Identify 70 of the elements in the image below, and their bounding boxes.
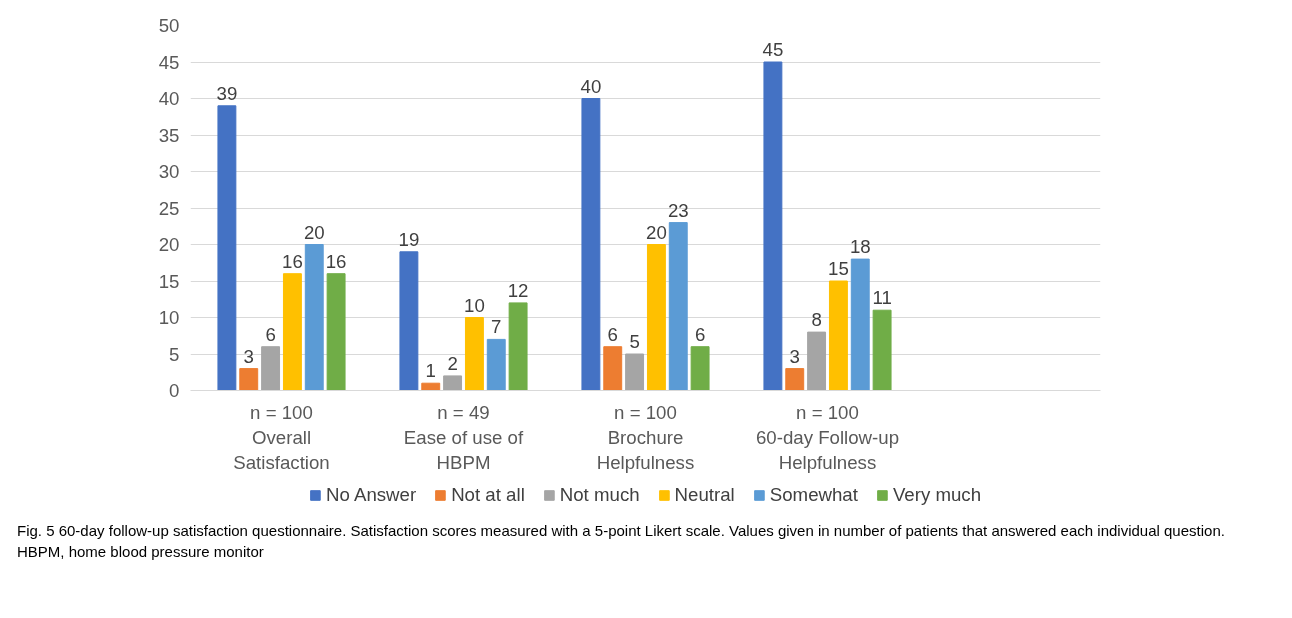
y-tick-label: 0 bbox=[169, 380, 180, 401]
legend-label: No Answer bbox=[325, 484, 417, 506]
data-label: 16 bbox=[325, 250, 347, 272]
x-tick-label: n = 100 Overall Satisfaction bbox=[233, 401, 330, 473]
data-label: 5 bbox=[629, 331, 640, 352]
data-label: 7 bbox=[491, 316, 502, 338]
bar bbox=[261, 346, 281, 391]
x-tick-label: n = 100 Brochure Helpfulness bbox=[596, 401, 695, 473]
legend-label: Somewhat bbox=[769, 484, 858, 506]
bar bbox=[443, 375, 463, 391]
data-label: 1 bbox=[425, 360, 436, 382]
y-tick-label: 30 bbox=[158, 161, 180, 182]
data-label: 2 bbox=[447, 352, 458, 374]
bar bbox=[217, 105, 237, 391]
y-tick-label: 25 bbox=[158, 197, 180, 219]
y-tick-label: 15 bbox=[158, 270, 180, 292]
bar bbox=[690, 346, 710, 391]
y-tick-label: 5 bbox=[169, 343, 180, 365]
data-label: 15 bbox=[828, 258, 849, 279]
bar bbox=[399, 251, 419, 391]
y-tick-label: 45 bbox=[158, 51, 180, 73]
data-label: 8 bbox=[811, 309, 822, 331]
bar bbox=[508, 302, 528, 391]
y-tick-label: 40 bbox=[158, 88, 180, 109]
x-tick-label: n = 49 Ease of use of HBPM bbox=[403, 401, 524, 473]
data-label: 39 bbox=[216, 82, 238, 104]
bar bbox=[785, 368, 805, 391]
bar bbox=[304, 244, 324, 391]
legend-label: Not much bbox=[559, 484, 640, 506]
bar bbox=[464, 317, 484, 391]
data-label: 3 bbox=[789, 345, 800, 367]
bar bbox=[581, 98, 601, 391]
data-label: 10 bbox=[464, 294, 485, 316]
data-label: 18 bbox=[849, 236, 871, 258]
caption: Fig. 5 60-day follow-up satisfaction questionnaire. Satisfaction scores measured with a 5-point Likert scale. Values given in number of patients that answered each individual question. HBPM, home blood pressure monitor bbox=[16, 521, 1226, 563]
bar bbox=[421, 382, 441, 391]
data-label: 3 bbox=[243, 345, 254, 367]
bar bbox=[850, 258, 870, 391]
y-tick-label: 50 bbox=[158, 15, 180, 36]
legend-label: Neutral bbox=[674, 484, 735, 506]
bar bbox=[807, 331, 827, 391]
y-tick-label: 35 bbox=[158, 124, 180, 146]
data-label: 45 bbox=[762, 39, 784, 60]
bar bbox=[763, 61, 783, 391]
data-label: 16 bbox=[282, 250, 303, 272]
y-tick-label: 20 bbox=[158, 234, 180, 255]
data-label: 19 bbox=[398, 228, 420, 250]
bar bbox=[646, 244, 666, 391]
bar bbox=[828, 280, 848, 391]
bar bbox=[486, 338, 506, 391]
bar bbox=[239, 368, 259, 391]
bar bbox=[603, 346, 623, 391]
legend-label: Very much bbox=[892, 484, 982, 506]
data-label: 6 bbox=[607, 323, 618, 345]
data-label: 12 bbox=[507, 279, 529, 301]
data-label: 6 bbox=[694, 323, 706, 345]
x-tick-label: n = 100 60-day Follow-up Helpfulness bbox=[755, 401, 900, 473]
data-label: 23 bbox=[667, 199, 689, 221]
bar bbox=[625, 353, 645, 391]
y-tick-label: 10 bbox=[158, 307, 180, 328]
bar bbox=[668, 222, 688, 391]
bar bbox=[872, 309, 892, 391]
data-label: 6 bbox=[265, 323, 276, 345]
data-label: 40 bbox=[580, 75, 602, 97]
legend-label: Not at all bbox=[451, 484, 525, 506]
data-label: 20 bbox=[646, 221, 667, 243]
bar bbox=[282, 273, 302, 391]
data-label: 20 bbox=[303, 221, 325, 243]
data-label: 11 bbox=[872, 287, 892, 309]
bar bbox=[326, 273, 346, 391]
